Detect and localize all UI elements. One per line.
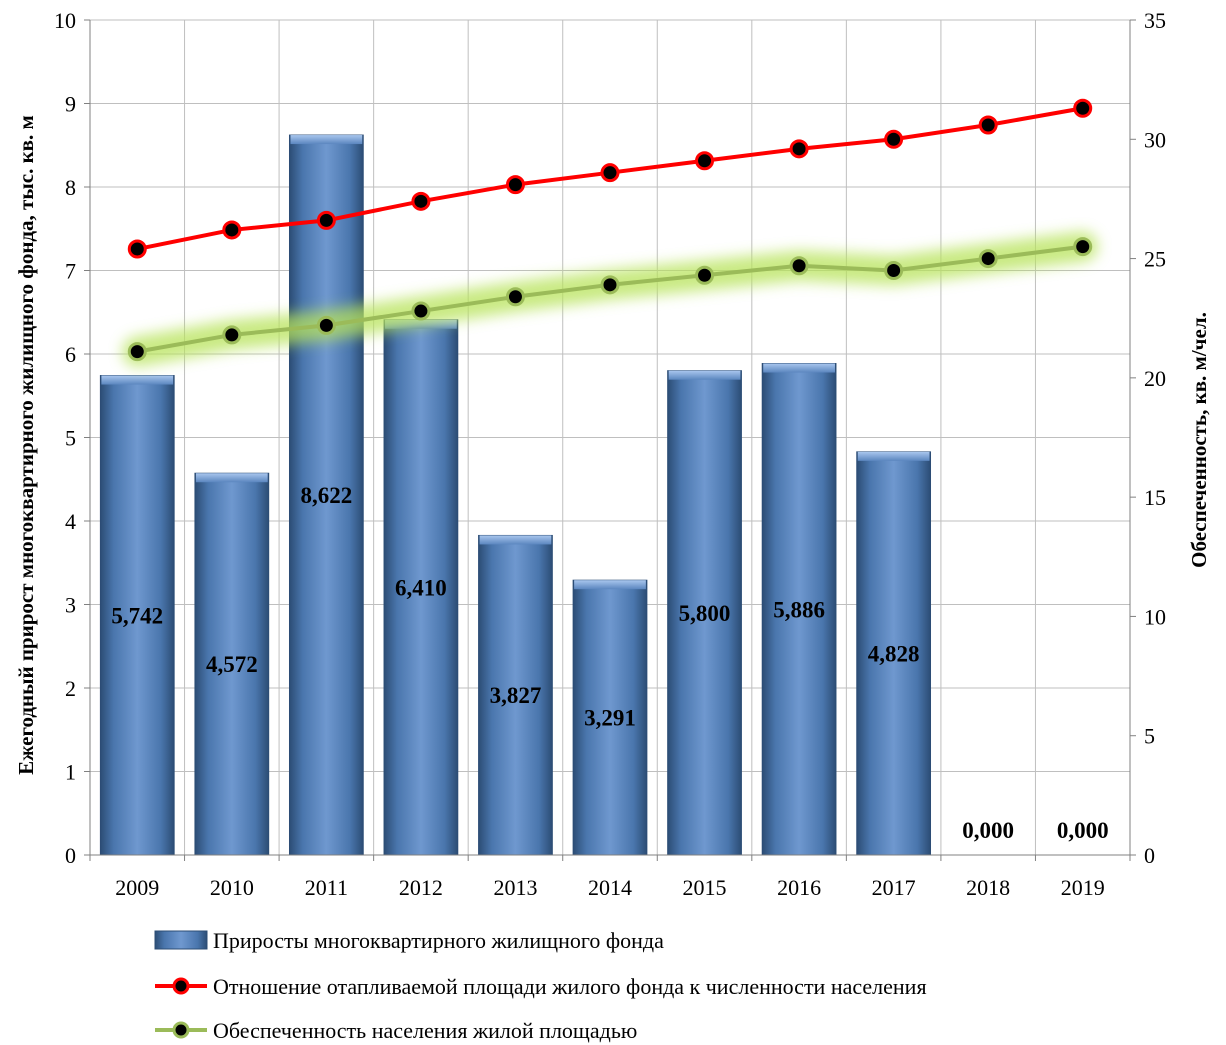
x-tick-label: 2012 <box>399 875 443 900</box>
x-tick-label: 2010 <box>210 875 254 900</box>
bar <box>478 534 553 856</box>
red-series-line-point <box>695 151 715 171</box>
green-series-line-point <box>789 256 809 276</box>
legend: Приросты многоквартирного жилищного фонд… <box>154 928 927 1043</box>
bar-top-bevel <box>290 135 363 145</box>
x-tick-label: 2014 <box>588 875 632 900</box>
y2-tick-label: 35 <box>1144 8 1166 33</box>
bar-top-bevel <box>668 370 741 380</box>
y2-axis-ticks: 0 5 10 15 20 25 30 35 <box>1130 8 1166 868</box>
green-series-line-point <box>1073 237 1093 257</box>
x-tick-label: 2019 <box>1061 875 1105 900</box>
red-series-line-point <box>127 239 147 259</box>
y-tick-label: 5 <box>65 426 76 451</box>
bar-top-bevel <box>857 451 930 461</box>
line-series <box>122 98 1098 367</box>
y2-tick-label: 10 <box>1144 604 1166 629</box>
green-series-line-point <box>316 315 336 335</box>
bar-top-bevel <box>763 363 835 373</box>
bar-data-label: 3,827 <box>490 683 542 708</box>
legend-label: Отношение отапливаемой площади жилого фо… <box>213 974 927 999</box>
bar-data-label: 5,742 <box>111 603 163 628</box>
green-series-line-point <box>127 342 147 362</box>
y2-tick-label: 0 <box>1144 843 1155 868</box>
bar-data-label: 5,886 <box>773 597 825 622</box>
y-tick-label: 6 <box>65 342 76 367</box>
red-series-line-point <box>1073 98 1093 118</box>
bar <box>383 319 459 856</box>
green-series-line-point <box>978 249 998 269</box>
green-series-line-point <box>505 287 525 307</box>
legend-bar-swatch <box>154 930 208 950</box>
bar-data-label: 5,800 <box>679 601 731 626</box>
red-series-line-point <box>411 191 431 211</box>
y2-axis-title: Обеспеченность, кв. м/чел. <box>1187 312 1211 568</box>
green-series-line-point <box>600 275 620 295</box>
bar <box>194 472 270 856</box>
bar-data-label: 3,291 <box>584 706 636 731</box>
x-tick-label: 2009 <box>115 875 159 900</box>
y-tick-label: 3 <box>65 593 76 618</box>
red-series-line-point <box>978 115 998 135</box>
y2-tick-label: 30 <box>1144 127 1166 152</box>
legend-marker <box>172 977 190 995</box>
legend-label: Обеспеченность населения жилой площадью <box>213 1018 637 1043</box>
x-tick-label: 2013 <box>493 875 537 900</box>
bar-top-bevel <box>195 473 268 483</box>
green-series-line-point <box>411 301 431 321</box>
bar <box>667 370 742 856</box>
red-series-line-point <box>789 139 809 159</box>
x-tick-label: 2015 <box>683 875 727 900</box>
bar-data-label: 8,622 <box>300 483 352 508</box>
y-tick-label: 8 <box>65 175 76 200</box>
green-series-line-point <box>222 325 242 345</box>
bar-data-label: 4,828 <box>868 641 920 666</box>
y-tick-label: 7 <box>65 259 76 284</box>
legend-label: Приросты многоквартирного жилищного фонд… <box>213 928 664 953</box>
x-axis-ticks: 2009 2010 2011 2012 2013 2014 2015 2016 2017 2018… <box>89 855 1131 900</box>
x-tick-label: 2018 <box>966 875 1010 900</box>
bar-top-bevel <box>101 375 174 385</box>
bar-data-label: 6,410 <box>395 575 447 600</box>
bar-data-label: 0,000 <box>1057 818 1109 843</box>
bar-series <box>99 134 932 856</box>
legend-marker <box>172 1021 190 1039</box>
red-series-line-point <box>600 163 620 183</box>
bar-data-label: 0,000 <box>962 818 1014 843</box>
bar-data-labels: 5,742 4,572 8,622 6,410 3,827 3,291 5,800 5,886… <box>111 483 1108 843</box>
bar-data-label: 4,572 <box>206 652 258 677</box>
red-series-line-point <box>316 210 336 230</box>
bar-top-bevel <box>479 535 552 545</box>
bar <box>99 375 175 856</box>
y2-tick-label: 15 <box>1144 485 1166 510</box>
y-axis-title: Ежегодный прирост многоквартирного жилищ… <box>14 115 38 775</box>
green-series-line-point <box>695 265 715 285</box>
bar <box>288 134 364 856</box>
y-tick-label: 4 <box>65 509 76 534</box>
y2-tick-label: 5 <box>1144 724 1155 749</box>
y2-tick-label: 25 <box>1144 247 1166 272</box>
x-tick-label: 2011 <box>305 875 348 900</box>
y-axis-ticks: 0 1 2 3 4 5 6 7 8 9 10 <box>54 8 90 868</box>
y-tick-label: 9 <box>65 92 76 117</box>
red-series-line-point <box>222 220 242 240</box>
x-tick-label: 2016 <box>777 875 821 900</box>
bar <box>856 451 932 856</box>
y2-tick-label: 20 <box>1144 366 1166 391</box>
y-tick-label: 2 <box>65 676 76 701</box>
green-series-line-point <box>884 261 904 280</box>
x-tick-label: 2017 <box>872 875 916 900</box>
red-series-line-point <box>884 129 904 149</box>
y-tick-label: 10 <box>54 8 76 33</box>
red-series-line-point <box>505 175 525 195</box>
y-tick-label: 1 <box>65 760 76 785</box>
y-tick-label: 0 <box>65 843 76 868</box>
bar-top-bevel <box>574 580 646 590</box>
